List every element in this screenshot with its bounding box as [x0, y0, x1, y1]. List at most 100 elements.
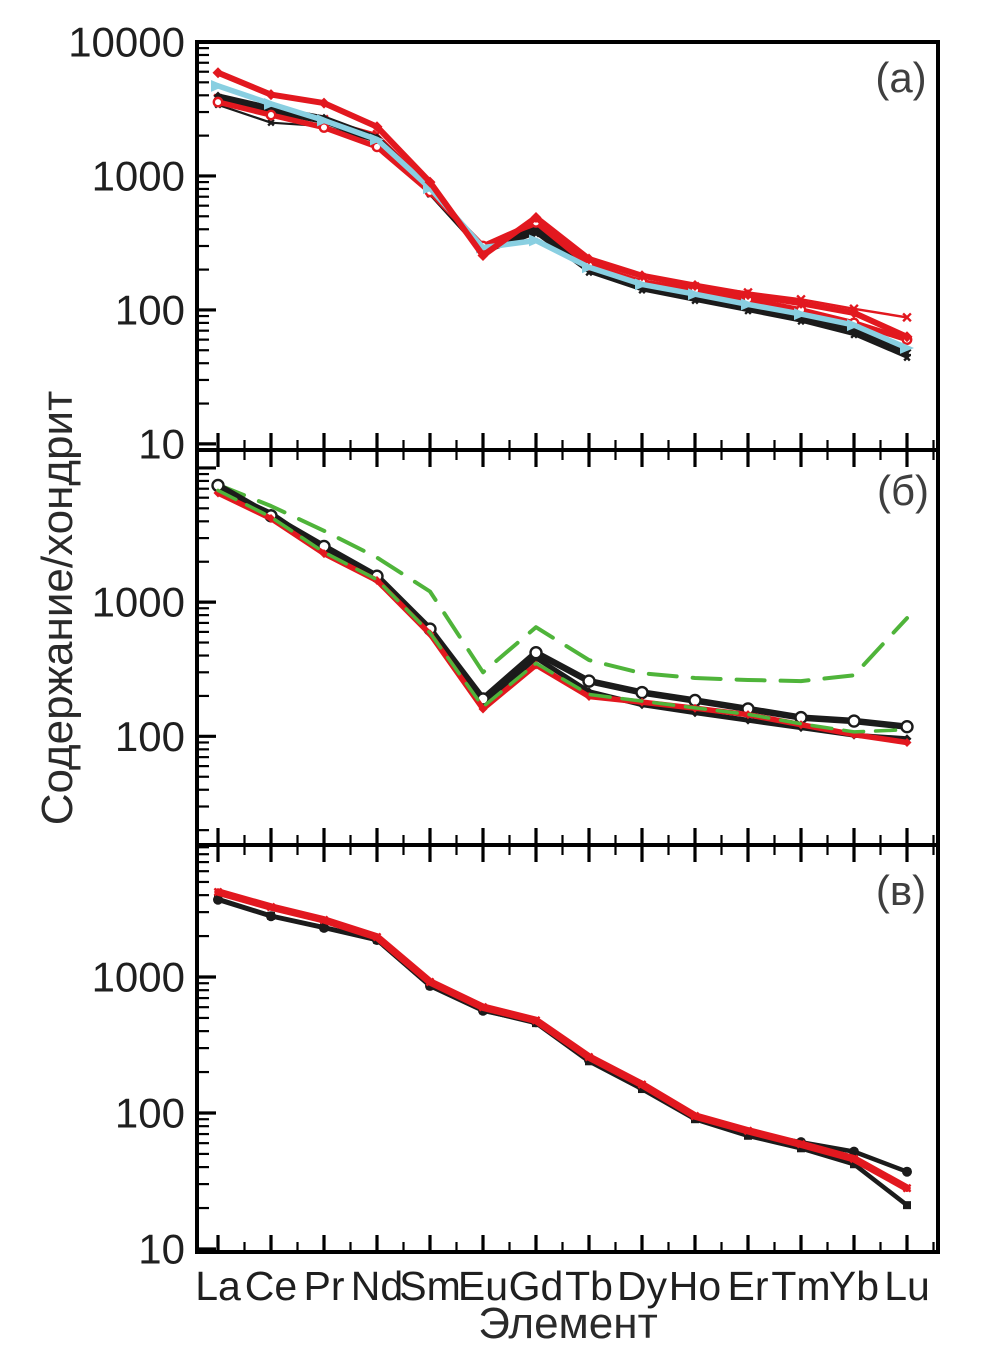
x-category-label-Nd: Nd [351, 1263, 403, 1309]
marker-diamond [530, 211, 542, 223]
marker-x [267, 118, 275, 127]
y-tick-label-10: 10 [138, 420, 185, 467]
marker-circle-open [900, 719, 914, 734]
y-tick-label-10: 10 [138, 1225, 185, 1272]
marker-triangle [264, 97, 278, 110]
marker-triangle [847, 319, 861, 332]
marker-triangle [688, 288, 702, 301]
panel-1-series-green-dashed-lower [216, 488, 909, 734]
panel-1-series-black-2 [215, 486, 910, 742]
marker-circle-open [635, 685, 649, 700]
marker-triangle [582, 261, 596, 274]
marker-triangle [900, 342, 914, 354]
x-category-label-Eu: Eu [458, 1263, 508, 1309]
marker-diamond [477, 249, 489, 261]
marker-circle-filled [849, 1146, 859, 1157]
x-category-label-Ce: Ce [245, 1263, 297, 1309]
y-tick-label-1000: 1000 [92, 954, 185, 1001]
marker-diamond [583, 253, 595, 265]
panel-a-label: (а) [875, 54, 926, 101]
y-tick-label-100: 100 [115, 286, 185, 333]
marker-diamond [319, 549, 329, 559]
marker-diamond [371, 121, 383, 133]
x-category-label-Yb: Yb [829, 1263, 879, 1309]
x-category-label-Gd: Gd [509, 1263, 564, 1309]
y-tick-label-100: 100 [115, 1089, 185, 1136]
marker-x [690, 1111, 700, 1121]
marker-circle-open [847, 714, 861, 728]
marker-circle-open [529, 645, 543, 660]
panel-2-series-red [214, 888, 911, 1192]
marker-diamond [636, 270, 648, 282]
marker-x [584, 1052, 594, 1062]
marker-x [637, 1080, 647, 1089]
x-category-label-Tm: Tm [771, 1263, 830, 1309]
marker-triangle [370, 133, 384, 146]
x-axis-title: Элемент [478, 1299, 657, 1348]
panel-0-series-cyan [215, 83, 910, 351]
marker-diamond [742, 289, 754, 301]
marker-triangle [794, 308, 808, 321]
marker-diamond [902, 737, 912, 747]
marker-diamond [318, 97, 330, 109]
x-category-label-La: La [195, 1263, 241, 1309]
x-category-label-Sm: Sm [399, 1263, 461, 1309]
y-tick-label-1000: 1000 [92, 152, 185, 199]
marker-circle-open [265, 109, 277, 121]
marker-circle-filled [902, 1166, 912, 1177]
marker-x [425, 977, 435, 987]
x-category-label-Dy: Dy [617, 1263, 668, 1309]
marker-x [478, 1002, 488, 1012]
marker-diamond [795, 297, 807, 309]
marker-square [320, 923, 328, 932]
marker-square [585, 1057, 593, 1066]
panel-2-frame [195, 843, 940, 1254]
marker-square [903, 1201, 911, 1210]
marker-diamond [265, 89, 277, 101]
marker-x [743, 1126, 753, 1136]
panel-v-label: (в) [876, 867, 926, 914]
marker-x [372, 932, 382, 942]
marker-x [266, 902, 276, 912]
marker-circle-open [582, 674, 596, 688]
marker-triangle [741, 298, 755, 311]
marker-x [902, 312, 912, 323]
x-category-label-Tb: Tb [565, 1263, 613, 1309]
marker-square [850, 1160, 858, 1169]
marker-diamond [266, 513, 276, 523]
marker-triangle [529, 234, 543, 247]
panel-2-series-black-squares [215, 896, 910, 1208]
panel-1-series-black-1 [214, 482, 911, 730]
marker-diamond [424, 176, 436, 188]
y-tick-label-100: 100 [115, 713, 185, 760]
marker-triangle [317, 114, 331, 127]
marker-x [849, 1154, 859, 1164]
panel-0-series-red-1 [215, 69, 910, 340]
panel-0-series-red-2 [215, 99, 910, 343]
marker-square [267, 911, 275, 920]
x-category-label-Lu: Lu [884, 1263, 930, 1309]
marker-x [902, 1183, 912, 1193]
marker-x [213, 887, 223, 897]
marker-circle-open [212, 96, 224, 108]
panel-b-label: (б) [877, 467, 929, 514]
marker-triangle [211, 79, 225, 92]
marker-diamond [901, 331, 913, 343]
marker-x [319, 915, 329, 925]
marker-x [796, 1139, 806, 1149]
x-category-label-Er: Er [728, 1263, 769, 1309]
x-category-label-Ho: Ho [669, 1263, 721, 1309]
marker-diamond [478, 704, 488, 714]
y-tick-label-10000: 10000 [68, 19, 185, 66]
marker-triangle [423, 182, 437, 195]
marker-square [214, 894, 222, 903]
marker-diamond [212, 67, 224, 79]
y-tick-label-1000: 1000 [92, 579, 185, 626]
x-category-label-Pr: Pr [304, 1263, 345, 1309]
marker-diamond [689, 280, 701, 292]
marker-square [744, 1131, 752, 1140]
marker-triangle [635, 278, 649, 291]
